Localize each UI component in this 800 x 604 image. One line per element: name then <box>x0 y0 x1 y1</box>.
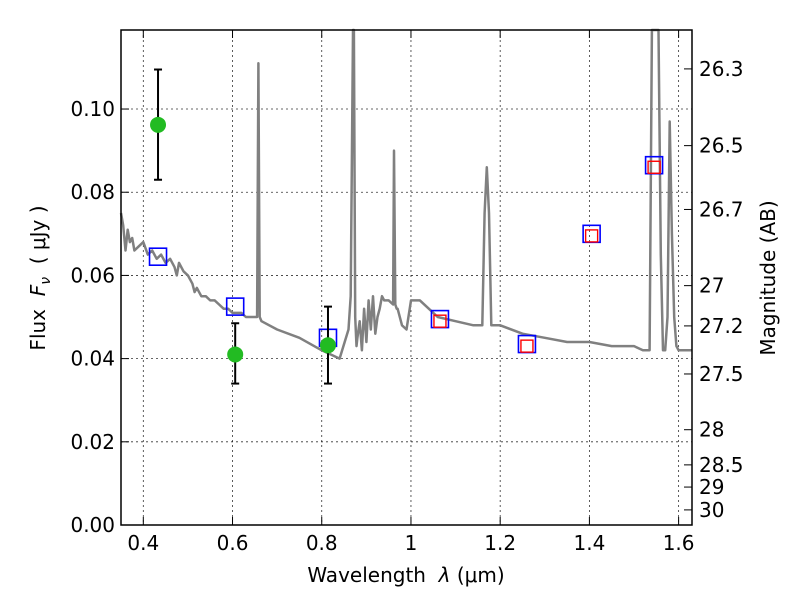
plot-frame <box>120 29 693 526</box>
y2-tick-label: 27 <box>699 274 724 298</box>
y2-tick-label: 28 <box>699 418 724 442</box>
detection-point <box>227 346 244 363</box>
y-tick-label: 0.06 <box>70 263 115 287</box>
axis-ticks <box>121 30 692 526</box>
detection-point <box>319 337 336 354</box>
x-tick-label: 1.4 <box>573 531 605 555</box>
x-tick-label: 0.6 <box>217 531 249 555</box>
photometry-layer <box>148 68 664 385</box>
x-tick-label: 0.4 <box>127 531 159 555</box>
y-tick-label: 0.08 <box>70 180 115 204</box>
x-tick-label: 1.2 <box>484 531 516 555</box>
model-spectrum-layer <box>119 28 692 360</box>
y2-axis-label: Magnitude (AB) <box>756 200 780 355</box>
y2-tick-label: 28.5 <box>699 453 744 477</box>
y-axis-label: Flux Fν ( μJy ) <box>26 205 54 350</box>
observed-photometry-square <box>433 314 447 328</box>
observed-photometry-square <box>520 339 534 353</box>
y2-tick-label: 26.5 <box>699 134 744 158</box>
y-tick-label: 0.02 <box>70 430 115 454</box>
detection-point <box>150 116 167 133</box>
model-photometry-square <box>225 297 245 316</box>
y2-tick-label: 26.7 <box>699 197 744 221</box>
y2-tick-label: 27.2 <box>699 314 744 338</box>
model-photometry-square <box>148 247 168 267</box>
y2-tick-label: 27.5 <box>699 362 744 386</box>
model-spectrum-line <box>119 28 692 360</box>
y-tick-label: 0.04 <box>70 347 115 371</box>
y2-tick-label: 30 <box>699 498 724 522</box>
axis-tick-labels: 0.4 0.6 0.8 1 1.2 1.4 1.6 0.00 0.02 0.04 0.06 0.08 0… <box>70 57 743 555</box>
y2-tick-label: 29 <box>699 475 724 499</box>
x-tick-label: 0.8 <box>306 531 338 555</box>
y-tick-label: 0.10 <box>70 97 115 121</box>
y2-tick-label: 26.3 <box>699 57 744 81</box>
x-tick-label: 1.6 <box>663 531 695 555</box>
y-tick-label: 0.00 <box>70 513 115 537</box>
observed-photometry-square <box>584 229 599 243</box>
x-axis-label: Wavelength λ (μm) <box>307 563 504 587</box>
x-tick-label: 1 <box>405 531 418 555</box>
observed-photometry-square <box>647 160 661 174</box>
